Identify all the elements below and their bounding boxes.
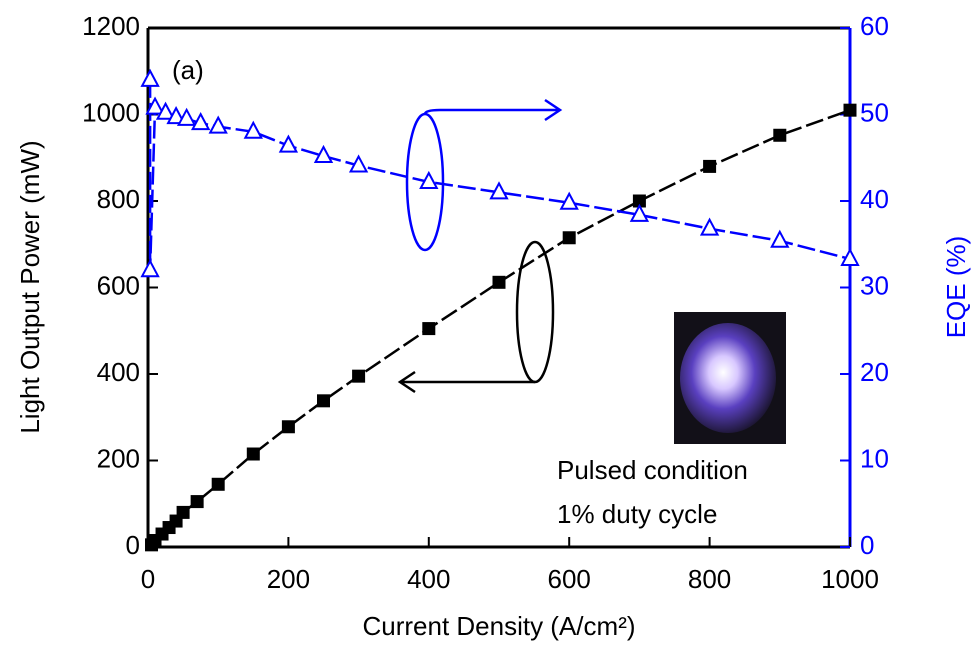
y-tick-label: 200: [97, 443, 140, 473]
series-line: [148, 79, 851, 271]
marker: [632, 194, 646, 208]
marker: [211, 477, 225, 491]
annotation: Pulsed condition: [557, 455, 748, 485]
y2-tick-label: 60: [860, 11, 889, 41]
callout-arrow: [397, 370, 535, 394]
annotation: 1% duty cycle: [557, 499, 717, 529]
y2-tick-label: 20: [860, 357, 889, 387]
y-tick-label: 600: [97, 270, 140, 300]
marker: [278, 134, 299, 153]
marker: [422, 322, 436, 336]
marker: [348, 154, 369, 173]
y2-tick-label: 30: [860, 270, 889, 300]
y-tick-label: 1000: [82, 97, 140, 127]
y2-axis-label: EQE (%): [941, 236, 971, 339]
callout-arrow: [423, 98, 563, 122]
marker: [155, 101, 176, 120]
x-tick-label: 400: [407, 564, 450, 594]
marker: [629, 203, 650, 222]
marker: [313, 144, 334, 164]
marker: [492, 275, 506, 289]
marker: [176, 505, 190, 519]
marker: [246, 447, 260, 461]
y-axis-label: Light Output Power (mW): [15, 140, 45, 433]
x-tick-label: 200: [267, 564, 310, 594]
y2-tick-label: 0: [860, 530, 874, 560]
y2-tick-label: 40: [860, 184, 889, 214]
x-tick-label: 0: [141, 564, 155, 594]
marker: [190, 112, 211, 131]
marker: [840, 247, 860, 266]
y-tick-label: 400: [97, 357, 140, 387]
y2-tick-label: 10: [860, 443, 889, 473]
marker: [317, 394, 330, 408]
marker: [843, 103, 857, 117]
marker: [140, 68, 160, 87]
marker: [176, 107, 197, 126]
marker: [703, 159, 717, 173]
marker: [773, 128, 787, 142]
x-tick-label: 800: [688, 564, 731, 594]
marker: [559, 191, 579, 210]
x-tick-label: 600: [548, 564, 591, 594]
x-axis-label: Current Density (A/cm²): [362, 611, 635, 641]
inset-glow: [680, 323, 776, 433]
y-tick-label: 800: [97, 184, 140, 214]
marker: [699, 217, 720, 236]
marker: [243, 120, 263, 139]
y-tick-label: 0: [126, 530, 140, 560]
marker: [770, 229, 790, 248]
marker: [352, 369, 366, 383]
marker: [145, 96, 165, 115]
marker: [140, 259, 160, 278]
marker: [208, 115, 228, 134]
marker: [562, 231, 576, 245]
annotation: (a): [172, 55, 204, 85]
marker: [166, 105, 186, 125]
callout-ellipse: [515, 240, 555, 384]
x-tick-label: 1000: [821, 564, 879, 594]
y-tick-label: 1200: [82, 11, 140, 41]
marker: [489, 181, 509, 200]
marker: [419, 170, 439, 189]
marker: [190, 495, 204, 509]
y2-tick-label: 50: [860, 97, 889, 127]
marker: [281, 420, 295, 434]
